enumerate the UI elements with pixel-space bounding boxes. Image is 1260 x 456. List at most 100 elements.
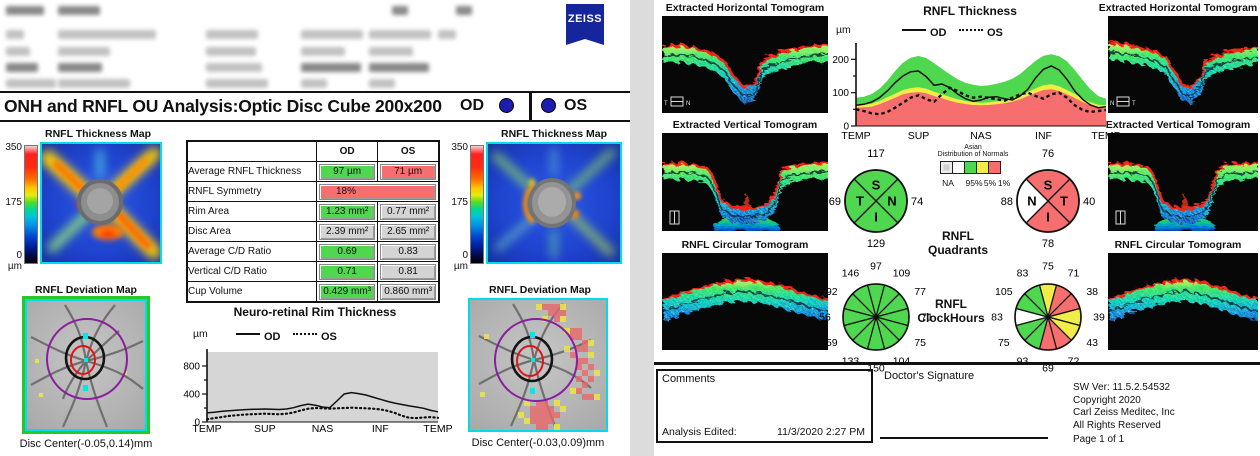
ilm-line [662,276,828,301]
od-line-sample [902,29,926,32]
value-chip-od: 2.39 mm² [319,223,376,240]
clock-hour-value: 93 [1017,356,1029,368]
od-thickness-colorbar [24,145,38,264]
value-cell: 0.71 [315,261,379,282]
clock-hour-value: 104 [893,356,911,368]
od-scale-min: 0 µm [7,250,22,272]
clock-hour-value: 75 [1042,261,1054,273]
od-circular-tomogram-title: RNFL Circular Tomogram [681,239,809,251]
rnfl-chart-ylabel: µm [836,24,851,36]
table-row: Cup Volume 0.429 mm³ 0.860 mm³ [186,281,440,303]
value-cell: 0.69 [315,241,379,262]
clock-hour-value: 92 [826,286,838,298]
quadrant-value: 69 [829,196,841,208]
zeiss-logo-ribbon [566,34,604,45]
normals-legend-title1: Asian [964,144,982,151]
x-tick-label: SUP [908,130,930,142]
y-tick-label: 200 [832,55,849,66]
od-indicator-dot [499,98,514,113]
comments-box: Comments Analysis Edited: 11/3/2020 2:27… [656,369,873,443]
row-label: Vertical C/D Ratio [186,261,317,282]
legend-od-label: OD [264,331,281,343]
quadrant-value: 117 [867,148,885,160]
od-thickness-heatmap [40,144,161,262]
clock-hour-value: 43 [1086,337,1098,349]
clock-hour-value: 83 [1017,267,1029,279]
value-chip-os: 0.81 [380,263,436,280]
svg-text:T: T [664,101,668,107]
value-chip-os: 2.65 mm² [380,223,436,240]
cup-outline [70,345,96,375]
od-vertical-tomogram-title: Extracted Vertical Tomogram [672,119,818,131]
value-cell: 18% [316,181,440,202]
signature-line [880,437,1048,439]
os-scale-min: 0 µm [453,250,468,272]
report-title: ONH and RNFL OU Analysis:Optic Disc Cube… [4,96,442,116]
os-scale-max: 350 [451,142,468,153]
rnfl-chart-title: RNFL Thickness [923,4,1017,18]
os-thickness-heatmap [488,144,620,262]
os-rnfl-thickness-map [486,142,622,264]
od-label: OD [460,97,484,114]
row-label: RNFL Symmetry [186,181,317,202]
calculation-circle [494,318,578,402]
ilm-line [662,41,828,87]
zeiss-logo-text: ZEISS [566,4,604,34]
os-rnfl-deviation-map [468,298,608,432]
table-row: Average RNFL Thickness 97 µm 71 µm [186,161,440,182]
os-label: OS [564,97,588,114]
clock-hour-value: 39 [1093,312,1105,324]
quadrant-letter: S [872,178,881,193]
os-disc-center: Disc Center(-0.03,0.09)mm [471,437,605,449]
quadrant-letter: S [1044,178,1053,193]
series-OS [205,406,440,421]
clockhours-heading-1: RNFL [935,297,967,311]
od-rnfl-clock-hours: 97109777175104150133595692146 [819,261,933,375]
parameters-table-container: OD OS Average RNFL Thickness 97 µm 71 µm RNF… [186,140,440,303]
clock-hour-value: 133 [842,356,860,368]
y-tick-label: 0 [194,418,200,429]
os-thickness-colorbar [470,145,484,264]
clock-hour-value: 105 [995,286,1013,298]
clockhours-heading-2: ClockHours [917,311,985,325]
rim-chart-title: Neuro-retinal Rim Thickness [233,305,397,319]
value-chip-od: 0.71 [319,263,376,280]
series-OD [206,391,439,414]
os-scale-mid: 175 [451,197,468,208]
legend-os-label: OS [986,27,1003,39]
value-cell: 2.39 mm² [315,221,379,242]
od-horizontal-tomogram-title: Extracted Horizontal Tomogram [665,2,825,14]
svg-text:N: N [686,101,690,107]
os-rnfl-clock-hours: 75 71 38 39 43 72 69 93 75 83 105 83 [991,261,1105,375]
quadrant-value: 76 [1042,148,1054,160]
svg-text:N: N [1110,101,1114,107]
row-label: Average RNFL Thickness [186,161,317,182]
value-chip-os: 71 µm [380,163,436,180]
x-tick-label: TEMP [423,423,452,435]
rnfl-chart-legend: OD OS [894,23,1003,41]
orientation-marker [1115,210,1126,225]
clock-hour-value: 146 [842,267,860,279]
normals-legend-label: 5% [983,178,997,188]
clock-hour-value: 97 [870,261,882,273]
od-deviation-fundus [27,301,145,429]
od-circular-tomogram [662,253,828,350]
value-cell: 2.65 mm² [377,221,440,242]
value-cell: 71 µm [377,161,440,182]
od-scale-max: 350 [5,142,22,153]
os-horizontal-tomogram-title: Extracted Horizontal Tomogram [1098,2,1258,14]
footer-divider [654,362,1260,365]
table-col-od: OD [315,140,379,162]
quadrant-value: 40 [1083,196,1095,208]
value-cell: 0.429 mm³ [315,281,379,303]
value-cell: 1.23 mm² [315,201,379,222]
table-corner-cell [186,140,317,162]
legend-os-label: OS [320,331,337,343]
quadrant-value: 129 [867,238,885,250]
plot-area [207,352,438,422]
od-rnfl-thickness-map [40,142,162,264]
table-col-os: OS [377,140,440,162]
analysis-edited-label: Analysis Edited: [662,426,737,438]
